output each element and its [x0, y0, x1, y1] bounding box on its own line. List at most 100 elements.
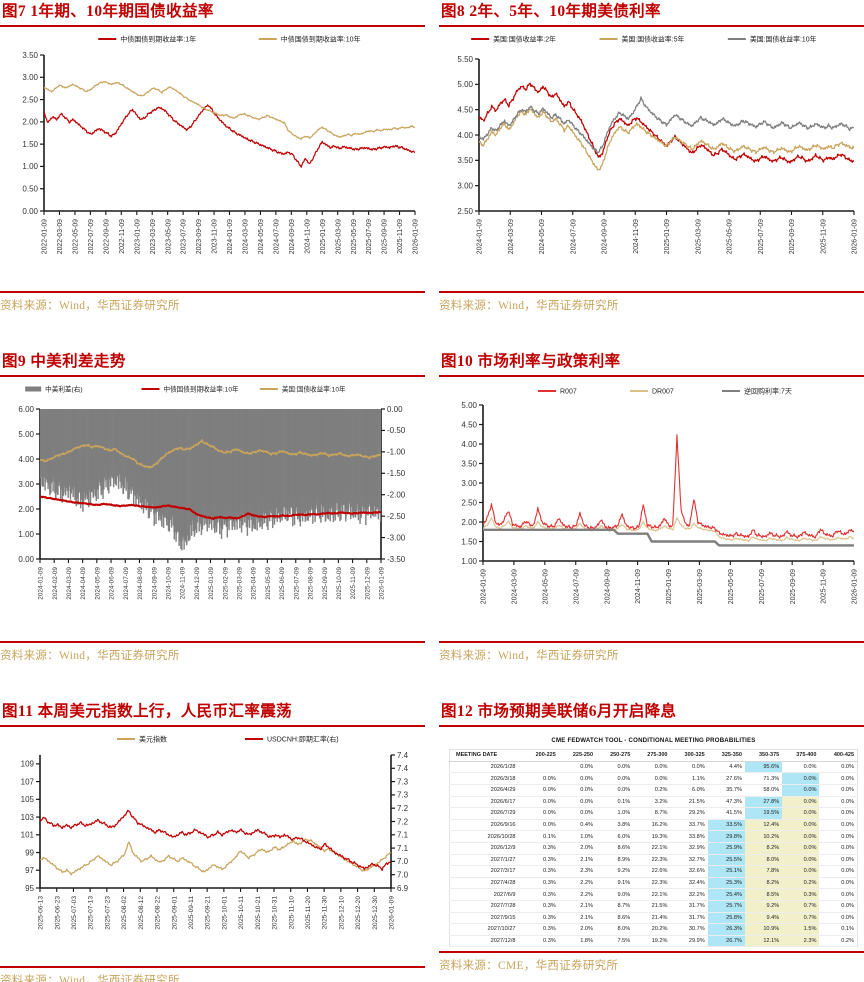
cme-cell-probability: 33.7% — [670, 819, 708, 832]
cme-cell-probability: 0.0% — [819, 877, 858, 890]
figure-11-panel: 图11 本周美元指数上行，人民币汇率震荡 美元指数 USDCNH:即期汇率(右) 9… — [0, 700, 425, 982]
svg-text:-1.00: -1.00 — [387, 448, 406, 457]
figure-7-title-rule — [0, 25, 425, 27]
svg-text:2024-09-09: 2024-09-09 — [604, 569, 611, 604]
cme-cell-probability: 0.2% — [633, 784, 671, 797]
cme-cell-date: 2026/12/9 — [449, 842, 522, 855]
cme-cell-probability: 0.0% — [670, 761, 708, 774]
cme-cell-probability: 32.7% — [670, 854, 708, 867]
cme-cell-probability: 25.9% — [707, 842, 745, 855]
cme-cell-probability: 0.0% — [558, 807, 597, 820]
cme-cell-probability: 21.5% — [633, 900, 671, 913]
cme-cell-probability: 32.2% — [670, 888, 708, 901]
svg-text:2025-07-09: 2025-07-09 — [759, 569, 766, 604]
svg-text:2025-04-09: 2025-04-09 — [251, 567, 258, 600]
svg-text:2025-01-09: 2025-01-09 — [666, 569, 673, 604]
svg-text:-0.50: -0.50 — [387, 426, 406, 435]
svg-text:4.50: 4.50 — [457, 105, 473, 114]
svg-text:2025-09-01: 2025-09-01 — [171, 896, 178, 930]
cme-cell-probability: 2.1% — [558, 854, 597, 867]
cme-table-row: 2027/3/17 0.3% 2.3% 9.2% 22.6% 32.6% 25.1% 7.8%… — [449, 865, 858, 878]
cme-cell-probability: 0.0% — [819, 784, 858, 797]
svg-text:2024-10-09: 2024-10-09 — [165, 567, 172, 600]
svg-text:0.00: 0.00 — [18, 555, 34, 564]
cme-cell-probability: 7.8% — [744, 865, 783, 878]
svg-text:5.00: 5.00 — [18, 430, 34, 439]
cme-table-row: 2027/7/28 0.3% 2.1% 8.7% 21.5% 31.7% 25.7% 9.2%… — [449, 900, 858, 913]
cme-cell-probability: 32.9% — [670, 842, 708, 855]
svg-text:3.00: 3.00 — [22, 73, 38, 82]
cme-cell-probability: 32.4% — [670, 877, 708, 890]
svg-text:2024-08-09: 2024-08-09 — [137, 567, 144, 600]
svg-text:2026-01-09: 2026-01-09 — [413, 219, 420, 254]
figure-11-source: 资料来源：Wind，华西证券研究所 — [0, 975, 180, 982]
svg-text:2025-07-23: 2025-07-23 — [104, 896, 111, 930]
svg-text:2024-12-09: 2024-12-09 — [194, 567, 201, 600]
cme-cell-probability: 0.0% — [633, 772, 671, 785]
figure-8-svg: 美国:国债收益率:2年 美国:国债收益率:5年 美国:国债收益率:10年 2.50 3.… — [457, 35, 858, 255]
svg-text:109: 109 — [21, 760, 35, 769]
cme-cell-probability: 0.0% — [819, 761, 858, 774]
cme-cell-probability: 0.1% — [521, 830, 559, 843]
svg-text:2025-12-30: 2025-12-30 — [372, 896, 379, 930]
cme-cell-date: 2027/1/27 — [449, 854, 522, 867]
svg-text:0.00: 0.00 — [387, 405, 403, 414]
cme-cell-probability: 0.3% — [521, 888, 559, 901]
cme-cell-probability: 22.3% — [633, 854, 671, 867]
cme-cell-probability: 1.8% — [558, 935, 597, 948]
cme-cell-probability: 0.0% — [819, 772, 858, 785]
svg-text:逆回购利率:7天: 逆回购利率:7天 — [744, 387, 792, 396]
cme-cell-probability: 0.7% — [782, 912, 820, 925]
cme-col-325-350: 325-350 — [707, 749, 745, 762]
cme-table-row: 2027/6/9 0.3% 2.2% 9.0% 22.1% 32.2% 25.4% 8.5% 0… — [449, 888, 858, 901]
cme-cell-probability: 0.0% — [596, 761, 634, 774]
svg-text:2024-11-09: 2024-11-09 — [180, 567, 187, 600]
cme-cell-date: 2026/10/28 — [449, 830, 522, 843]
cme-cell-date: 2027/3/17 — [449, 865, 522, 878]
svg-text:99: 99 — [25, 848, 34, 857]
svg-text:2022-01-09: 2022-01-09 — [42, 219, 49, 254]
cme-cell-probability: 25.3% — [707, 877, 745, 890]
cme-cell-probability: 0.3% — [521, 877, 559, 890]
svg-text:2025-03-09: 2025-03-09 — [697, 569, 704, 604]
cme-cell-probability: 20.2% — [633, 923, 671, 936]
svg-text:2024-03-09: 2024-03-09 — [66, 567, 73, 600]
cme-table-row: 2026/7/29 0.0% 0.0% 1.0% 8.7% 29.2% 41.5% 19.5%… — [449, 807, 858, 820]
cme-cell-probability: 0.3% — [521, 923, 559, 936]
svg-text:0.50: 0.50 — [22, 185, 38, 194]
svg-text:3.00: 3.00 — [457, 181, 473, 190]
cme-cell-probability: 25.5% — [707, 854, 745, 867]
svg-text:2024-01-09: 2024-01-09 — [38, 567, 45, 600]
svg-text:中美利差(右): 中美利差(右) — [45, 385, 82, 394]
svg-text:2025-03-09: 2025-03-09 — [335, 219, 342, 254]
cme-cell-date: 2027/6/9 — [449, 888, 522, 901]
svg-text:2025-08-12: 2025-08-12 — [138, 896, 145, 930]
svg-text:7.0: 7.0 — [397, 857, 409, 866]
cme-cell-probability: 2.3% — [782, 935, 820, 948]
svg-text:107: 107 — [21, 777, 35, 786]
figure-7-panel: 图7 1年期、10年期国债收益率 中债国债到期收益率:1年 中债国债到期收益率:1… — [0, 0, 425, 340]
cme-cell-probability: 0.3% — [521, 865, 559, 878]
cme-cell-probability: 25.1% — [707, 865, 745, 878]
svg-text:美国:国债收益率:5年: 美国:国债收益率:5年 — [622, 35, 685, 44]
figure-10-title-rule — [439, 375, 864, 377]
svg-text:2.50: 2.50 — [457, 207, 473, 216]
cme-cell-probability: 21.5% — [670, 796, 708, 809]
svg-text:2024-02-09: 2024-02-09 — [52, 567, 59, 600]
svg-text:2025-06-23: 2025-06-23 — [54, 896, 61, 930]
cme-cell-date: 2026/6/17 — [449, 796, 522, 809]
svg-text:2024-11-09: 2024-11-09 — [633, 219, 640, 254]
cme-table-row: 2026/9/16 0.0% 0.4% 3.8% 16.2% 33.7% 33.5% 12.4… — [449, 819, 858, 832]
svg-text:USDCNH:即期汇率(右): USDCNH:即期汇率(右) — [267, 735, 339, 744]
figure-7-source: 资料来源：Wind，华西证券研究所 — [0, 300, 180, 312]
figure-8-panel: 图8 2年、5年、10年期美债利率 美国:国债收益率:2年 美国:国债收益率:5年… — [439, 0, 864, 340]
cme-table-row: 2026/6/17 0.0% 0.0% 0.1% 3.2% 21.5% 47.3% 27.8%… — [449, 796, 858, 809]
svg-text:2025-11-20: 2025-11-20 — [305, 896, 312, 930]
svg-text:-2.00: -2.00 — [387, 491, 406, 500]
cme-table-row: 2027/12/8 0.3% 1.8% 7.5% 19.2% 29.9% 26.7% 12.1… — [449, 935, 858, 948]
svg-text:2024-07-09: 2024-07-09 — [123, 567, 130, 600]
figure-8-source: 资料来源：Wind，华西证券研究所 — [439, 300, 619, 312]
cme-cell-probability: 0.3% — [521, 900, 559, 913]
svg-text:7.2: 7.2 — [397, 817, 409, 826]
figure-11-source-rule — [0, 966, 425, 968]
